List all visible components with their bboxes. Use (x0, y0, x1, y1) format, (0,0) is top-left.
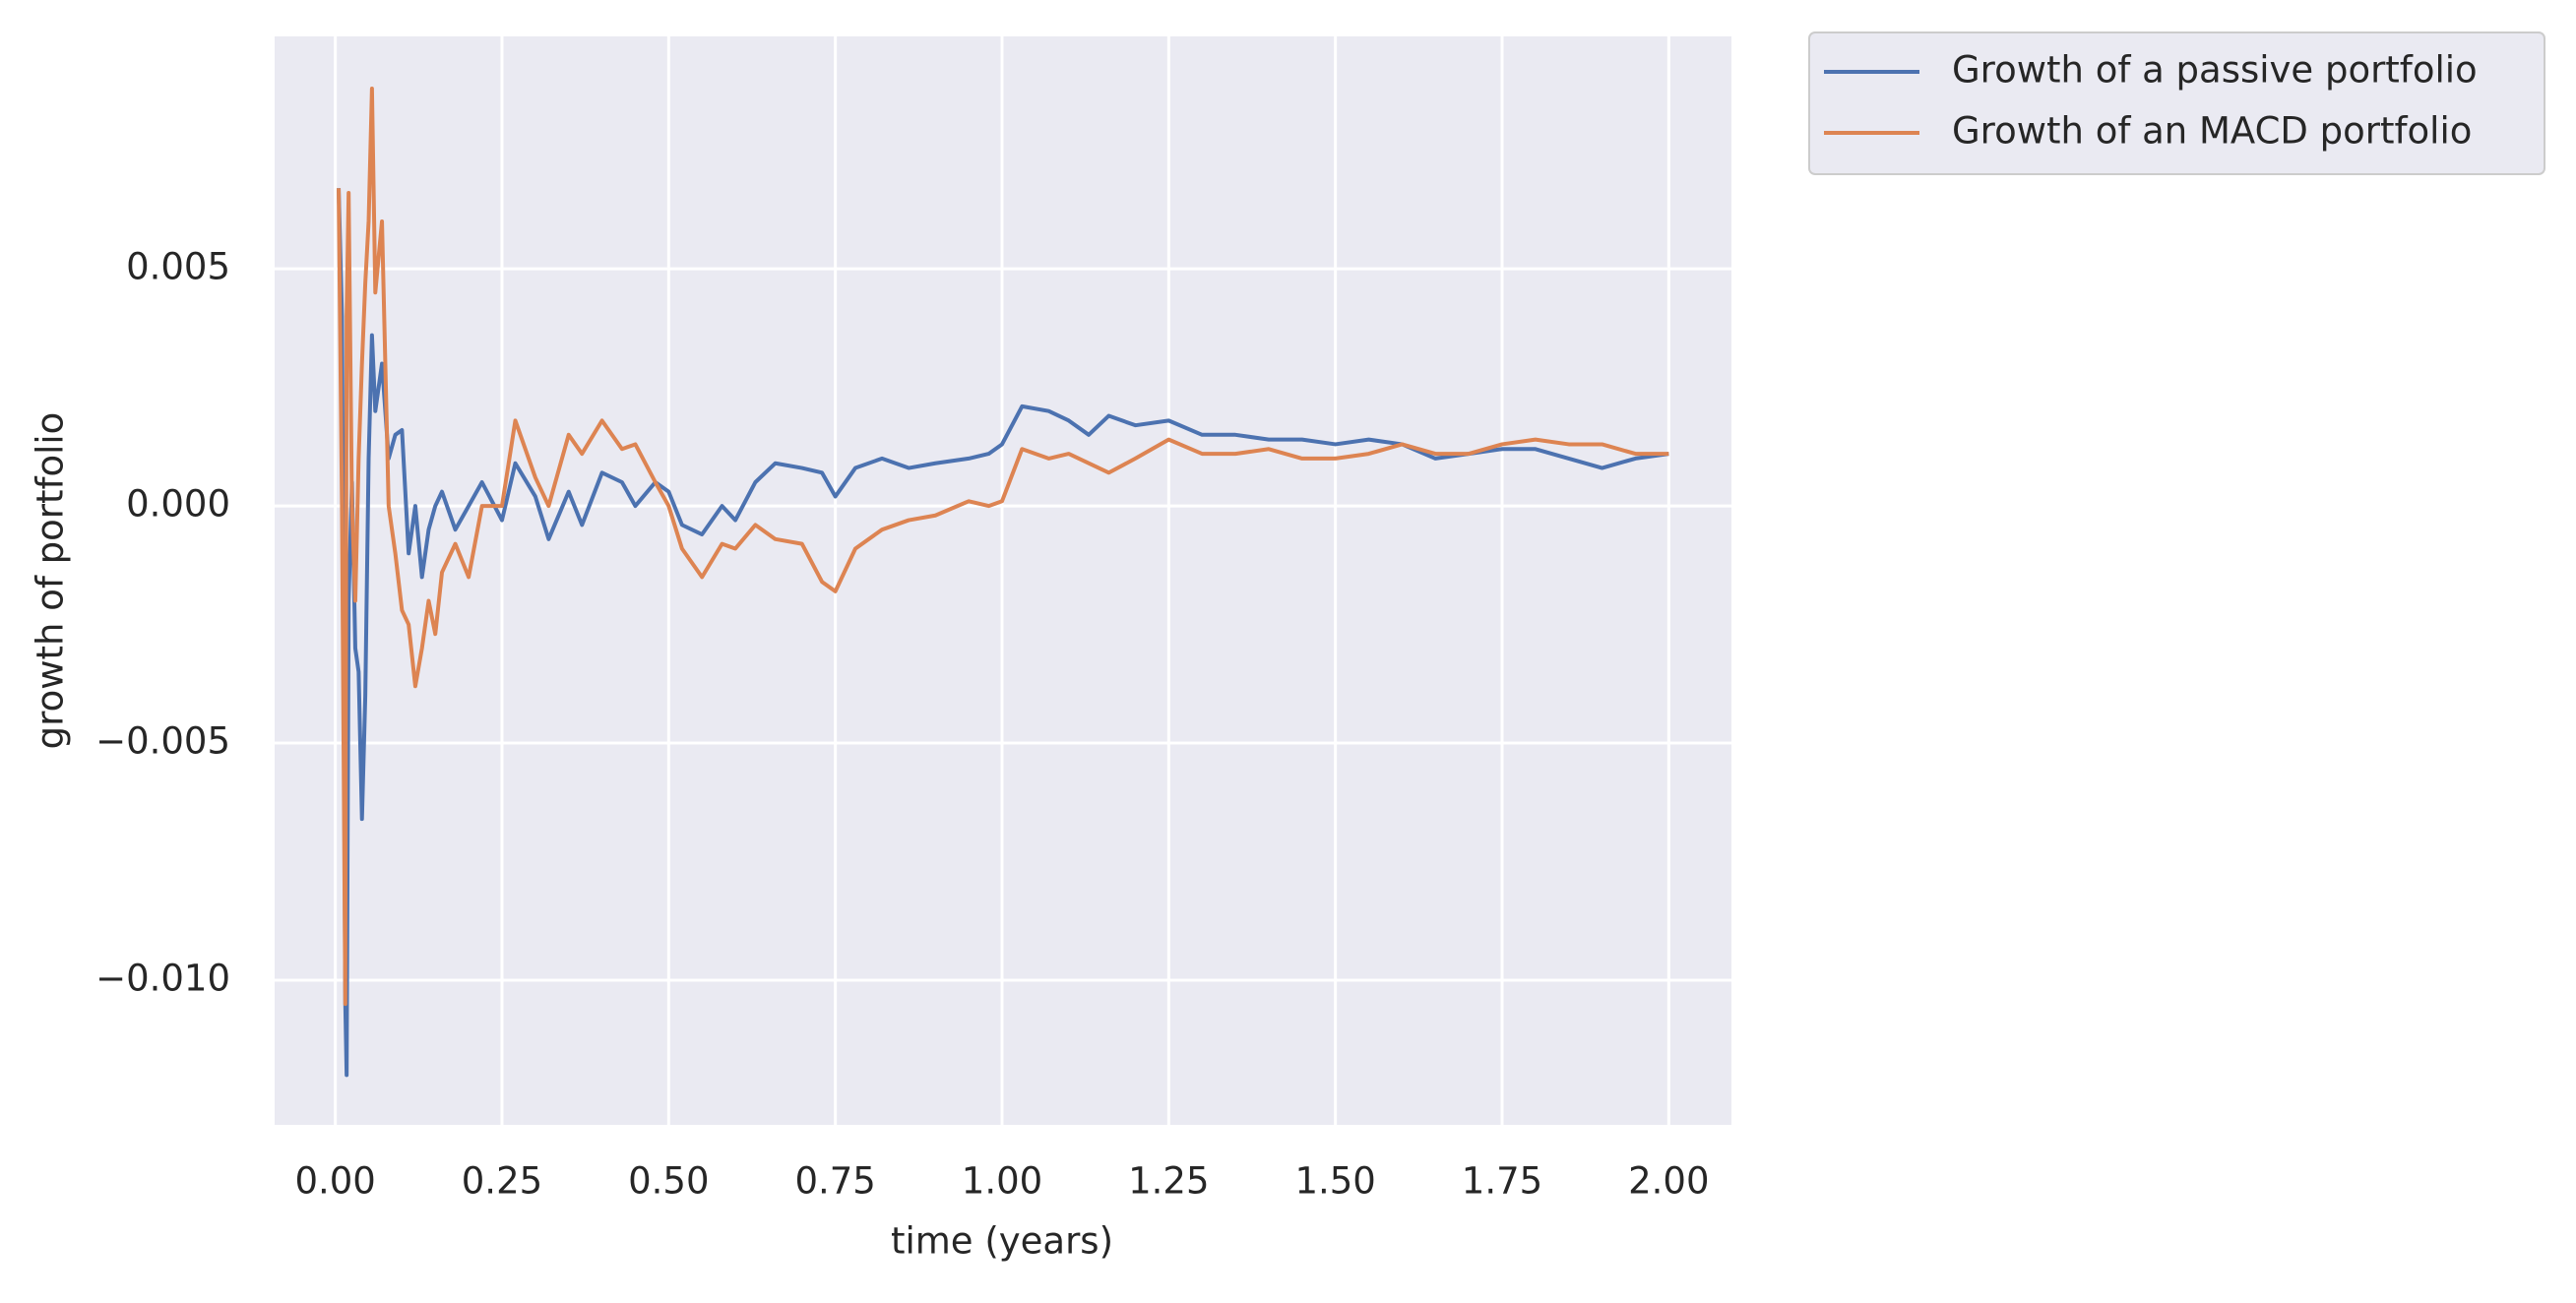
y-axis-label: growth of portfolio (30, 412, 72, 750)
x-axis-label: time (years) (891, 1220, 1113, 1263)
x-tick-label: 0.75 (794, 1160, 875, 1203)
x-tick-label: 0.50 (628, 1160, 709, 1203)
x-tick-label: 1.50 (1294, 1160, 1375, 1203)
x-tick-label: 2.00 (1628, 1160, 1709, 1203)
x-tick-label: 1.25 (1128, 1160, 1209, 1203)
y-tick-label: −0.005 (95, 720, 230, 763)
x-tick-label: 1.00 (962, 1160, 1042, 1203)
legend-box (1808, 31, 2545, 175)
y-tick-label: −0.010 (95, 958, 230, 1000)
legend-label: Growth of a passive portfolio (1952, 49, 2478, 92)
series-line (337, 87, 1669, 1007)
legend-label: Growth of an MACD portfolio (1952, 110, 2472, 153)
y-tick-label: 0.005 (126, 246, 230, 288)
x-tick-label: 0.00 (294, 1160, 375, 1203)
series-line (337, 188, 1669, 1078)
y-tick-label: 0.000 (126, 483, 230, 526)
x-tick-label: 0.25 (462, 1160, 542, 1203)
x-tick-label: 1.75 (1462, 1160, 1542, 1203)
